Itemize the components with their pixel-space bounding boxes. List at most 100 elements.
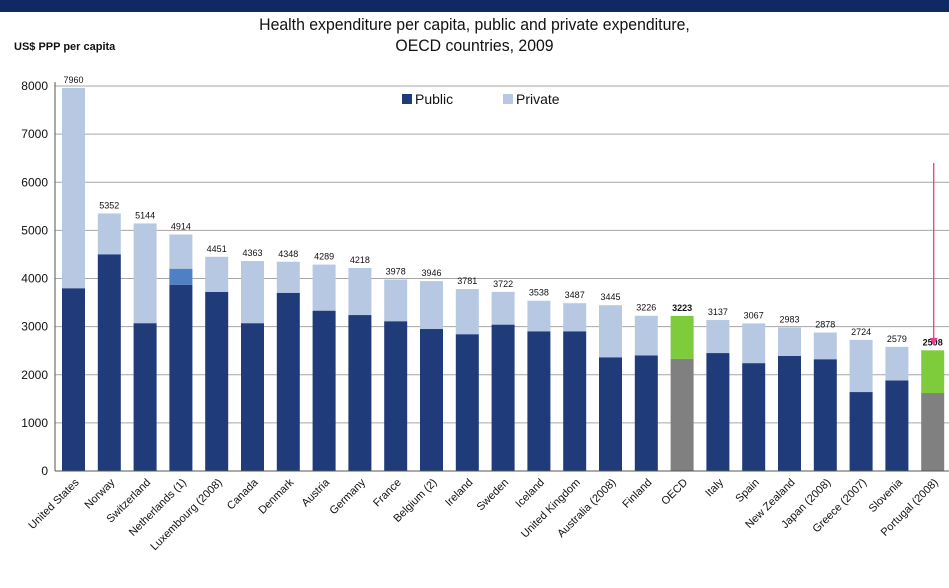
bar-public	[97, 254, 121, 471]
category-label: Luxembourg (2008)	[148, 477, 224, 553]
legend-label-private: Private	[516, 91, 560, 107]
bar-value-label: 3226	[636, 303, 656, 313]
bar-value-label: 3487	[565, 290, 585, 300]
bar-group: 3781 Ireland	[443, 276, 479, 509]
bar-private	[885, 346, 909, 381]
chart-title-line2: OECD countries, 2009	[395, 36, 554, 55]
bar-private	[348, 268, 372, 316]
bar-public	[778, 355, 801, 471]
y-tick-label: 8000	[21, 79, 48, 93]
bar-value-label: 5144	[135, 210, 155, 220]
bar-value-label: 4363	[242, 248, 262, 258]
bar-public	[742, 363, 766, 471]
y-tick-label: 7000	[21, 127, 48, 141]
bar-private	[778, 327, 801, 356]
y-tick-label: 3000	[21, 320, 48, 334]
bar-private	[670, 315, 694, 359]
bar-public	[563, 331, 587, 471]
bar-public	[885, 380, 909, 471]
category-label: Sweden	[475, 477, 512, 514]
category-label: Germany	[328, 476, 369, 517]
y-tick-label: 5000	[21, 223, 48, 237]
bar-private	[634, 315, 658, 356]
bar-value-label: 5352	[99, 200, 119, 210]
legend-label-public: Public	[415, 91, 453, 107]
y-tick-label: 1000	[21, 416, 48, 430]
bar-group: 5352 Norway	[83, 200, 121, 511]
bar-value-label: 4348	[278, 249, 298, 259]
bar-value-label: 3067	[744, 310, 764, 320]
bar-private	[241, 261, 264, 324]
bar-public	[527, 331, 551, 471]
top-banner	[0, 0, 949, 12]
category-label: Finland	[620, 477, 654, 511]
bar-private	[599, 305, 622, 358]
bar-public	[241, 323, 264, 471]
category-label: Norway	[83, 476, 118, 511]
bar-public	[921, 393, 945, 471]
bar-public	[276, 292, 300, 471]
bar-value-label: 3445	[600, 292, 620, 302]
bar-private	[62, 87, 85, 289]
annotation-arrow-head	[929, 337, 938, 346]
category-label: France	[371, 477, 404, 510]
y-tick-label: 2000	[21, 368, 48, 382]
bar-value-label: 3781	[457, 276, 477, 286]
bar-value-label: 4451	[207, 244, 227, 254]
bar-private	[205, 256, 229, 292]
bar-private	[312, 264, 336, 311]
bar-group: 3538 Iceland	[513, 288, 551, 511]
category-label: Iceland	[513, 477, 547, 511]
bar-private	[97, 213, 121, 255]
bar-group: 3067 Spain	[733, 310, 766, 505]
bar-private	[276, 261, 300, 293]
bar-value-label: 2579	[887, 334, 907, 344]
category-label: Austria	[300, 476, 333, 509]
category-label: OECD	[659, 477, 690, 508]
bar-group: 3722 Sweden	[475, 279, 515, 513]
bar-public	[205, 291, 229, 471]
bar-public	[634, 355, 658, 471]
bar-value-label: 3137	[708, 307, 728, 317]
legend-swatch-private	[503, 94, 513, 104]
bar-public	[348, 315, 372, 471]
bar-value-label: 7960	[63, 75, 83, 85]
bar-private	[133, 223, 157, 324]
bar-private	[706, 320, 730, 354]
bar-group: 3226 Finland	[620, 303, 658, 511]
bar-group: 7960 United States	[26, 75, 85, 532]
bar-value-label: 4218	[350, 255, 370, 265]
bar-value-label: 2724	[851, 327, 871, 337]
y-tick-label: 6000	[21, 175, 48, 189]
bar-value-label: 4914	[171, 222, 191, 232]
bar-value-label: 3538	[529, 288, 549, 298]
y-tick-label: 4000	[21, 272, 48, 286]
bar-public	[706, 353, 730, 471]
bar-value-label: 2983	[779, 314, 799, 324]
category-label: Denmark	[256, 476, 296, 516]
bar-public	[169, 284, 193, 471]
bar-value-label: 3722	[493, 279, 513, 289]
bar-private	[491, 291, 515, 325]
bar-private	[455, 289, 479, 335]
bar-public	[420, 329, 443, 471]
bar-private	[563, 303, 587, 332]
bar-group: 4363 Canada	[225, 248, 264, 512]
category-label: Ireland	[443, 477, 475, 509]
category-label: Spain	[733, 477, 761, 505]
category-label: Canada	[225, 476, 261, 512]
bar-private	[813, 332, 837, 360]
bar-private	[849, 339, 873, 393]
bar-public	[491, 324, 515, 471]
bar-public	[670, 358, 694, 471]
bar-public	[133, 323, 157, 471]
bar-private	[527, 300, 551, 332]
y-tick-label: 0	[41, 464, 48, 478]
bar-private	[921, 350, 945, 394]
bar-value-label: 3978	[386, 267, 406, 277]
bar-private	[384, 279, 408, 322]
bar-private	[742, 323, 766, 364]
